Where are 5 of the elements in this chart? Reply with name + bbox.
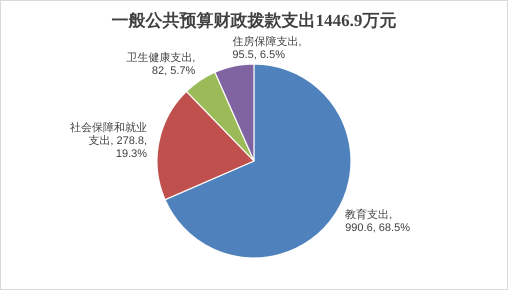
slice-label: 住房保障支出, 95.5, 6.5% [232, 35, 302, 62]
slice-label: 卫生健康支出, 82, 5.7% [126, 50, 196, 77]
slice-label: 教育支出, 990.6, 68.5% [345, 208, 410, 234]
slice-label: 社会保障和就业支出, 278.8, 19.3% [70, 120, 148, 160]
chart-title: 一般公共预算财政拨款支出1446.9万元 [112, 11, 396, 30]
